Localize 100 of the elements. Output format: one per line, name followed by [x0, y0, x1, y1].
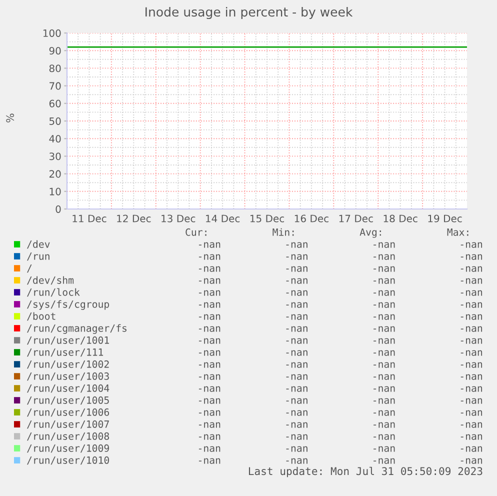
x-tick-label: 18 Dec: [384, 214, 418, 222]
legend-label: /sys/fs/cgroup: [27, 300, 110, 310]
text: -nan: [286, 242, 308, 248]
legend-label: /dev: [27, 240, 50, 249]
legend-label: /run/user/1004: [27, 384, 110, 393]
text: -nan: [286, 338, 308, 344]
text: -nan: [374, 374, 395, 380]
text: -nan: [286, 422, 308, 428]
text: -nan: [286, 386, 308, 392]
text: -nan: [374, 254, 395, 260]
text: -nan: [286, 398, 308, 404]
text: -nan: [198, 374, 220, 380]
legend-label: /run: [27, 252, 50, 261]
text: -nan: [460, 338, 482, 344]
legend-label: /dev/shm: [27, 276, 74, 285]
text: -nan: [286, 302, 308, 308]
text: -nan: [460, 278, 482, 284]
text: -nan: [198, 302, 220, 308]
text: -nan: [374, 422, 395, 428]
text: -nan: [374, 302, 395, 308]
text: -nan: [198, 326, 220, 332]
text: -nan: [460, 242, 482, 248]
legend-label: /run/user/1010: [27, 456, 109, 465]
text: -nan: [286, 290, 308, 296]
text: -nan: [374, 326, 395, 332]
legend-label: /run/user/1009: [27, 444, 109, 453]
text: -nan: [198, 410, 220, 416]
legend-label: /run/user/111: [27, 348, 104, 357]
y-tick-label: 10: [50, 188, 61, 196]
text: -nan: [286, 326, 308, 332]
text: -nan: [460, 314, 482, 320]
text: -nan: [460, 290, 482, 296]
text: -nan: [374, 434, 395, 440]
text: -nan: [286, 434, 308, 440]
x-tick-label: 13 Dec: [162, 214, 196, 222]
text: -nan: [460, 458, 482, 464]
text: -nan: [460, 422, 482, 428]
legend-label: /run/user/1001: [27, 336, 109, 345]
text: -nan: [198, 434, 220, 440]
text: -nan: [198, 290, 220, 296]
text: -nan: [286, 350, 308, 356]
x-tick-label: 14 Dec: [206, 214, 240, 222]
text: -nan: [198, 278, 220, 284]
text: -nan: [198, 254, 220, 260]
text: -nan: [198, 350, 220, 356]
text: -nan: [198, 398, 220, 404]
y-tick-label: 50: [49, 117, 61, 125]
x-tick-label: 17 Dec: [339, 214, 373, 222]
legend-label: /run/cgmanager/fs: [27, 324, 126, 334]
y-tick-label: 70: [50, 82, 61, 90]
text: -nan: [198, 362, 220, 368]
text: Min:: [272, 228, 294, 236]
text: -nan: [374, 266, 395, 272]
text: -nan: [374, 362, 395, 368]
text: -nan: [460, 398, 482, 404]
text: -nan: [374, 338, 395, 344]
legend-label: /run/user/1007: [27, 420, 109, 429]
text: -nan: [374, 398, 395, 404]
text: -nan: [460, 410, 482, 416]
text: -nan: [374, 386, 395, 392]
text: -nan: [286, 374, 308, 380]
x-tick-label: 16 Dec: [294, 214, 328, 222]
legend-label: /: [27, 264, 32, 273]
legend-label: /run/user/1002: [27, 360, 109, 369]
text: -nan: [460, 374, 482, 380]
text: -nan: [460, 386, 482, 392]
text: -nan: [198, 242, 220, 248]
text: -nan: [286, 314, 308, 320]
text: -nan: [374, 278, 395, 284]
y-tick-label: 40: [49, 134, 61, 143]
y-tick-label: 90: [49, 46, 61, 55]
text: -nan: [286, 266, 308, 272]
x-tick-label: 19 Dec: [428, 214, 462, 222]
legend-label: /boot: [27, 312, 56, 321]
text: Max:: [447, 228, 468, 236]
text: -nan: [374, 242, 395, 248]
text: Cur:: [186, 228, 206, 236]
text: -nan: [198, 446, 220, 452]
text: -nan: [286, 458, 308, 464]
legend-label: /run/user/1005: [27, 396, 109, 405]
text: -nan: [286, 410, 308, 416]
text: -nan: [460, 350, 482, 356]
text: -nan: [286, 278, 308, 284]
text: -nan: [286, 254, 308, 260]
text: -nan: [374, 314, 395, 320]
x-tick-label: 15 Dec: [250, 214, 284, 222]
legend-label: /run/lock: [27, 288, 80, 297]
text: -nan: [198, 422, 220, 428]
text: -nan: [286, 446, 308, 452]
text: -nan: [374, 446, 395, 452]
text: -nan: [374, 458, 395, 464]
text: -nan: [460, 434, 482, 440]
text: -nan: [374, 410, 395, 416]
y-tick-label: 0: [56, 205, 61, 213]
text: -nan: [374, 290, 395, 296]
y-tick-label: 60: [49, 100, 61, 108]
text: -nan: [286, 362, 308, 368]
y-tick-label: 80: [49, 64, 61, 72]
text: Last update: Mon Jul 31 05:50:09 2023: [248, 466, 482, 478]
y-tick-label: 20: [49, 170, 61, 178]
